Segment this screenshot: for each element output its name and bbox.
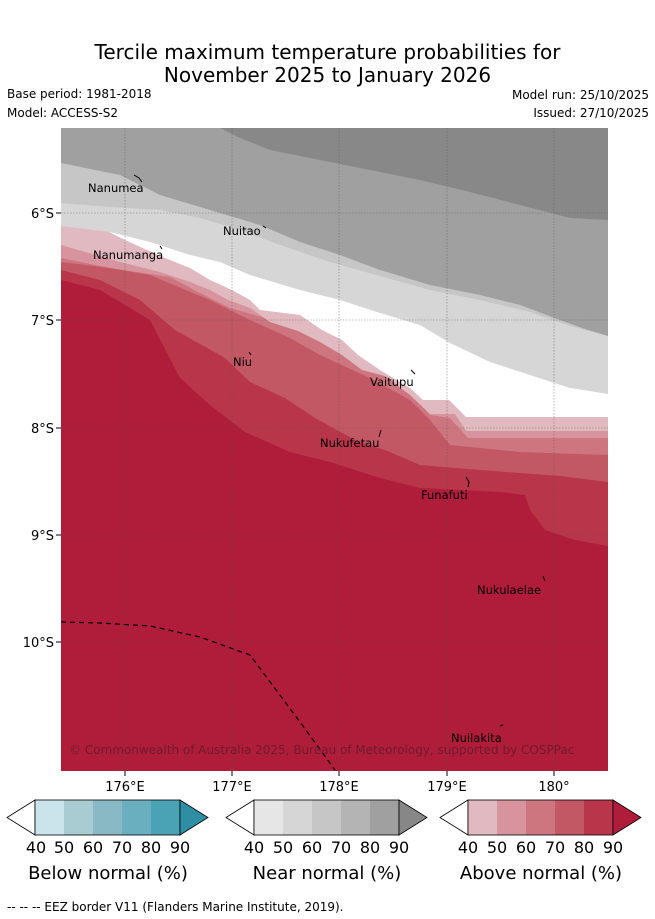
colorbar-above-normal	[439, 799, 642, 836]
lon-label: 177°E	[212, 780, 252, 795]
lat-label: 6°S	[31, 207, 54, 222]
colorbar-segment	[64, 800, 93, 835]
chart-title: Tercile maximum temperature probabilitie…	[0, 41, 655, 87]
colorbar-extend-high	[179, 799, 209, 836]
tick-label: 70	[111, 838, 133, 857]
colorbar-title-near: Near normal (%)	[252, 863, 402, 884]
colorbar-title-above: Above normal (%)	[459, 863, 623, 884]
tick-label: 90	[602, 838, 624, 857]
tick-label: 60	[515, 838, 537, 857]
tick-label: 80	[573, 838, 595, 857]
colorbar-segment	[370, 800, 399, 835]
colorbar-segment	[468, 800, 497, 835]
lat-label: 7°S	[31, 314, 54, 329]
lon-label: 178°E	[319, 780, 359, 795]
island-label: Nuilakita	[451, 731, 502, 745]
colorbar-extend-high	[612, 799, 642, 836]
model-name: Model: ACCESS-S2	[7, 106, 119, 120]
tick-label: 40	[457, 838, 479, 857]
colorbar-segment	[341, 800, 370, 835]
lon-label: 176°E	[105, 780, 145, 795]
map-figure: Nanumea Nuitao Nanumanga Niu Vaitupu Nuk…	[23, 128, 608, 795]
tick-label: 90	[169, 838, 191, 857]
colorbar-segment	[497, 800, 526, 835]
colorbar-segment	[151, 800, 180, 835]
island-label: Funafuti	[421, 488, 468, 502]
colorbar-segment	[584, 800, 613, 835]
title-line-1: Tercile maximum temperature probabilitie…	[94, 40, 561, 64]
tick-label: 70	[330, 838, 352, 857]
colorbar-below-normal	[6, 799, 209, 836]
tick-label: 40	[25, 838, 47, 857]
tick-label: 80	[359, 838, 381, 857]
tick-label: 50	[53, 838, 75, 857]
lat-labels: 6°S 7°S 8°S 9°S 10°S	[23, 207, 54, 651]
lat-label: 8°S	[31, 422, 54, 437]
model-run: Model run: 25/10/2025	[511, 88, 649, 102]
lon-label: 180°	[538, 780, 569, 795]
lon-label: 179°E	[427, 780, 467, 795]
lat-label: 10°S	[23, 636, 54, 651]
island-label: Nanumea	[88, 181, 144, 195]
graticule	[61, 128, 608, 771]
colorbar-segment	[254, 800, 283, 835]
island-label: Niu	[233, 355, 252, 369]
lon-labels: 176°E 177°E 178°E 179°E 180°	[105, 780, 569, 795]
tick-label: 60	[301, 838, 323, 857]
tick-label: 50	[272, 838, 294, 857]
colorbar-segment	[312, 800, 341, 835]
tick-label: 50	[486, 838, 508, 857]
eez-footnote: -- -- -- EEZ border V11 (Flanders Marine…	[7, 900, 344, 914]
island-label: Nukulaelae	[477, 583, 541, 597]
island-label: Nuitao	[223, 224, 261, 238]
band-near-70	[220, 128, 608, 220]
map-area: Nanumea Nuitao Nanumanga Niu Vaitupu Nuk…	[61, 128, 608, 771]
eez-border	[61, 621, 336, 771]
colorbar-title-below: Below normal (%)	[28, 863, 188, 884]
colorbar-near-normal	[225, 799, 428, 836]
colorbars	[6, 799, 642, 836]
colorbar-segment	[526, 800, 555, 835]
issued-date: Issued: 27/10/2025	[533, 106, 649, 120]
colorbar-extend-low	[6, 799, 36, 836]
island-label: Vaitupu	[370, 375, 414, 389]
tick-label: 70	[544, 838, 566, 857]
tick-label: 90	[388, 838, 410, 857]
tick-label: 80	[140, 838, 162, 857]
colorbar-segment	[283, 800, 312, 835]
colorbar-segment	[93, 800, 122, 835]
island-labels: Nanumea Nuitao Nanumanga Niu Vaitupu Nuk…	[88, 181, 541, 745]
colorbar-extend-high	[398, 799, 428, 836]
colorbar-segment	[122, 800, 151, 835]
colorbar-extend-low	[439, 799, 469, 836]
base-period: Base period: 1981-2018	[7, 87, 152, 101]
copyright-text: © Commonwealth of Australia 2025, Bureau…	[69, 743, 574, 757]
island-shapes	[133, 174, 546, 727]
island-label: Nanumanga	[93, 248, 163, 262]
tick-label: 40	[243, 838, 265, 857]
tick-label: 60	[82, 838, 104, 857]
axis-ticks	[56, 212, 555, 776]
colorbar-segment	[555, 800, 584, 835]
colorbar-segment	[35, 800, 64, 835]
colorbar-extend-low	[225, 799, 255, 836]
island-label: Nukufetau	[320, 436, 379, 450]
title-line-2: November 2025 to January 2026	[163, 63, 492, 87]
lat-label: 9°S	[31, 529, 54, 544]
